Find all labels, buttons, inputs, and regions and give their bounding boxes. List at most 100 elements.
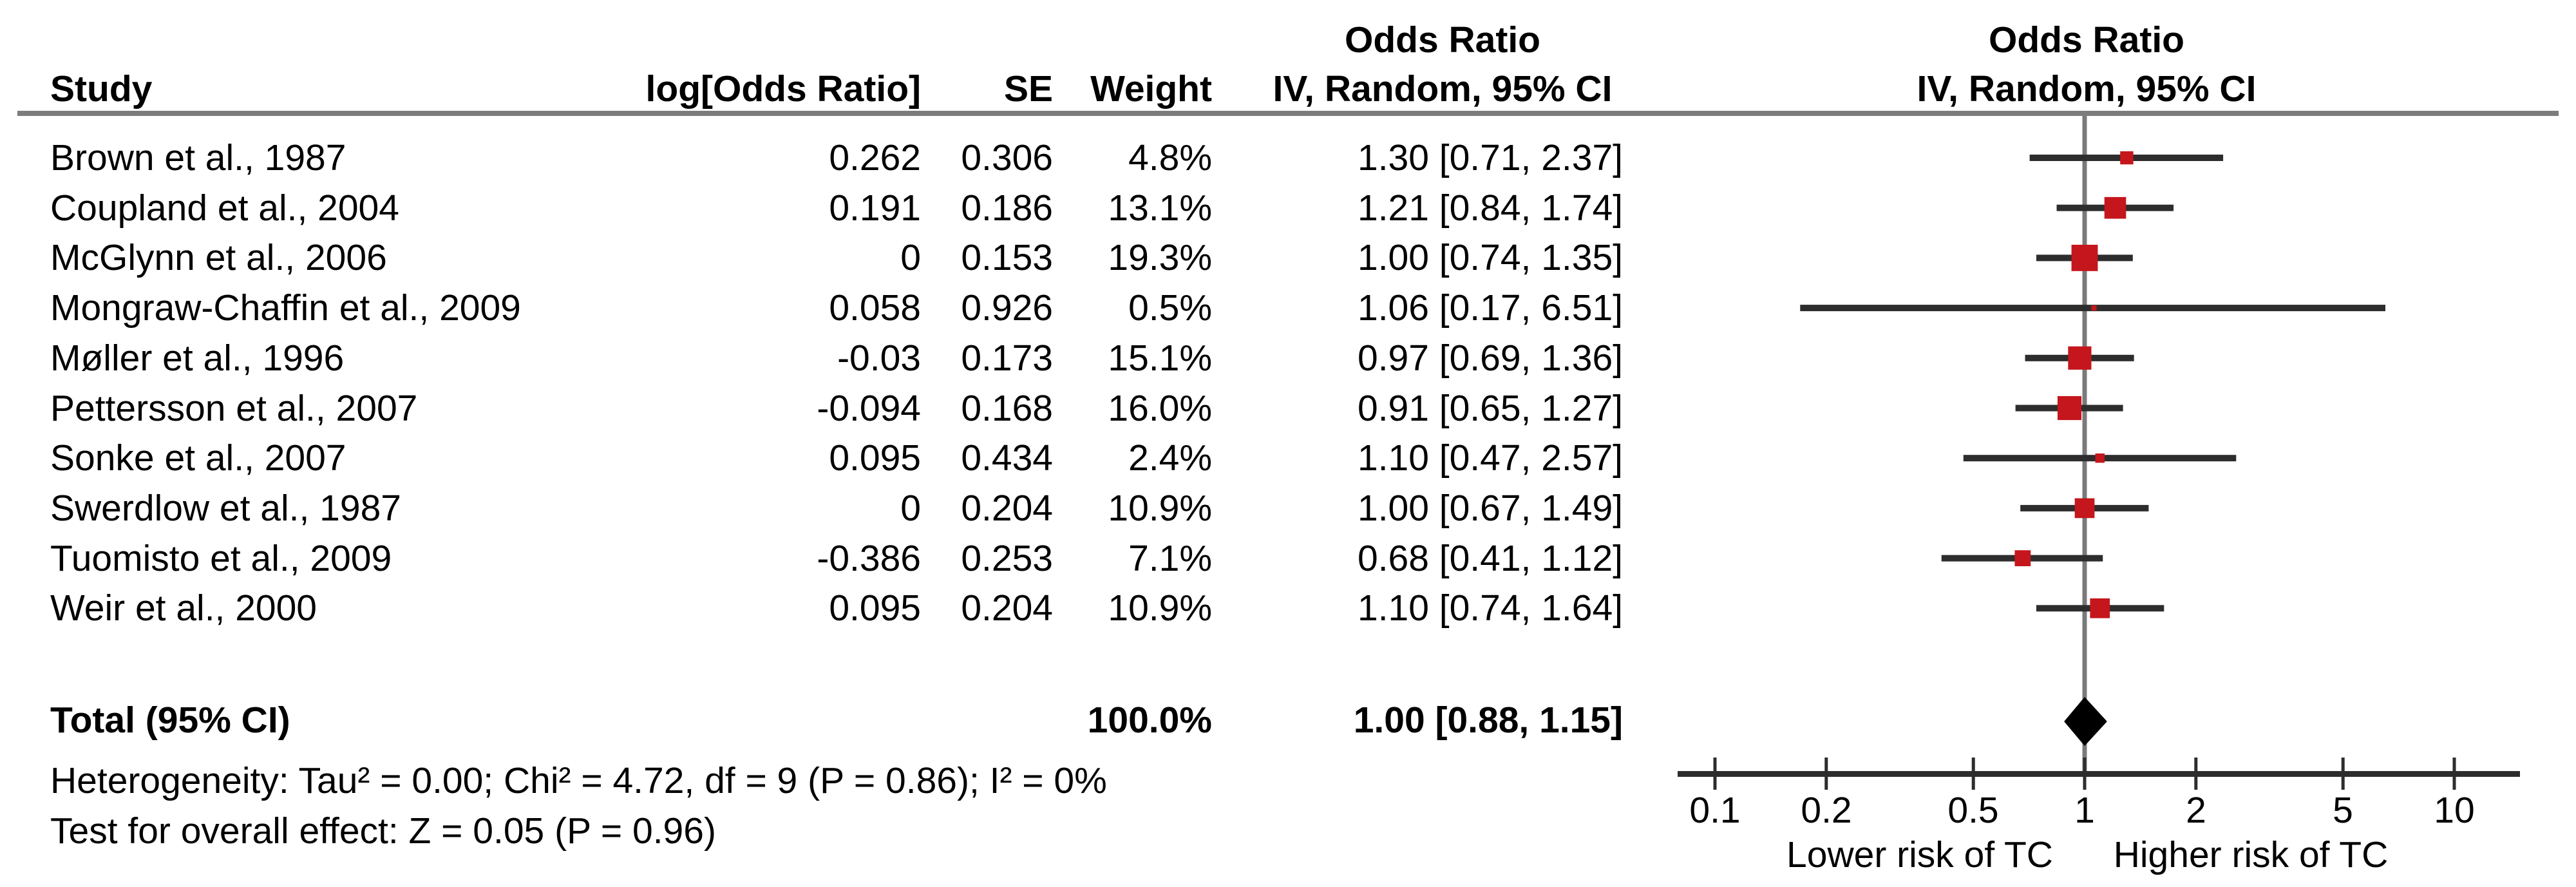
study-log-odds-ratio: 0.058 — [829, 287, 921, 329]
study-se: 0.204 — [961, 587, 1053, 629]
axis-left-direction-label: Lower risk of TC — [1786, 834, 2053, 875]
weight-square — [2057, 396, 2082, 421]
study-weight: 13.1% — [1108, 187, 1212, 229]
summary-diamond — [2064, 697, 2107, 746]
study-se: 0.173 — [961, 338, 1053, 379]
study-or-ci-text: 0.91 [0.65, 1.27] — [1358, 388, 1623, 429]
axis-right-direction-label: Higher risk of TC — [2113, 834, 2389, 875]
study-log-odds-ratio: 0.191 — [829, 187, 921, 229]
ci-line — [1963, 455, 2237, 462]
study-or-ci-text: 1.00 [0.67, 1.49] — [1358, 488, 1623, 529]
study-weight: 2.4% — [1128, 437, 1212, 479]
study-se: 0.204 — [961, 488, 1053, 529]
ci-line — [1800, 305, 2385, 312]
ci-line — [2036, 605, 2164, 612]
study-weight: 4.8% — [1128, 137, 1212, 178]
study-se: 0.186 — [961, 187, 1053, 229]
total-row-label: Total (95% CI) — [50, 700, 290, 741]
axis-tick-label: 1 — [2074, 790, 2095, 831]
study-or-ci-text: 1.21 [0.84, 1.74] — [1358, 187, 1623, 229]
column-header-weight: Weight — [1090, 68, 1212, 110]
or-column-header-line2: IV, Random, 95% CI — [1273, 68, 1613, 110]
total-row-weight: 100.0% — [1087, 700, 1212, 741]
study-name: Weir et al., 2000 — [50, 587, 317, 629]
axis-tick-label: 5 — [2333, 790, 2353, 831]
study-se: 0.306 — [961, 137, 1053, 178]
study-log-odds-ratio: -0.386 — [817, 538, 921, 579]
weight-square — [2095, 453, 2105, 463]
total-row-or-ci: 1.00 [0.88, 1.15] — [1353, 700, 1623, 741]
plot-column-header-line2: IV, Random, 95% CI — [1917, 68, 2257, 110]
header-divider-rule — [17, 111, 2559, 116]
column-header-study: Study — [50, 68, 153, 110]
ci-line — [2036, 254, 2133, 262]
axis-tick-label: 10 — [2434, 790, 2475, 831]
study-name: Swerdlow et al., 1987 — [50, 488, 401, 529]
study-log-odds-ratio: 0.095 — [829, 437, 921, 479]
study-or-ci-text: 1.00 [0.74, 1.35] — [1358, 237, 1623, 278]
weight-square — [2090, 598, 2110, 618]
study-name: McGlynn et al., 2006 — [50, 237, 387, 278]
study-se: 0.168 — [961, 388, 1053, 429]
ci-line — [1941, 555, 2103, 562]
study-weight: 16.0% — [1108, 388, 1212, 429]
axis-tick — [2452, 758, 2456, 790]
study-or-ci-text: 1.06 [0.17, 6.51] — [1358, 287, 1623, 329]
study-weight: 15.1% — [1108, 338, 1212, 379]
study-name: Coupland et al., 2004 — [50, 187, 399, 229]
study-se: 0.926 — [961, 287, 1053, 329]
study-weight: 10.9% — [1108, 488, 1212, 529]
axis-tick — [1971, 758, 1975, 790]
study-name: Pettersson et al., 2007 — [50, 388, 418, 429]
axis-tick — [1713, 758, 1717, 790]
weight-square — [2074, 498, 2095, 519]
study-se: 0.434 — [961, 437, 1053, 479]
weight-square — [2091, 305, 2097, 311]
study-weight: 19.3% — [1108, 237, 1212, 278]
heterogeneity-note: Heterogeneity: Tau² = 0.00; Chi² = 4.72,… — [50, 760, 1107, 801]
weight-square — [2104, 196, 2126, 219]
study-log-odds-ratio: 0.262 — [829, 137, 921, 178]
column-header-se: SE — [1003, 68, 1053, 110]
weight-square — [2120, 151, 2134, 165]
weight-square — [2068, 346, 2092, 370]
study-log-odds-ratio: 0 — [900, 237, 921, 278]
study-log-odds-ratio: -0.094 — [817, 388, 921, 429]
weight-square — [2014, 550, 2031, 566]
study-log-odds-ratio: 0.095 — [829, 587, 921, 629]
study-or-ci-text: 1.10 [0.47, 2.57] — [1358, 437, 1623, 479]
axis-tick-label: 0.2 — [1801, 790, 1852, 831]
study-se: 0.153 — [961, 237, 1053, 278]
overall-effect-note: Test for overall effect: Z = 0.05 (P = 0… — [50, 810, 716, 852]
study-name: Sonke et al., 2007 — [50, 437, 346, 479]
axis-tick — [2341, 758, 2345, 790]
ci-line — [2020, 504, 2149, 511]
study-log-odds-ratio: -0.03 — [837, 338, 921, 379]
study-name: Tuomisto et al., 2009 — [50, 538, 392, 579]
study-se: 0.253 — [961, 538, 1053, 579]
axis-tick-label: 0.1 — [1689, 790, 1741, 831]
study-or-ci-text: 0.68 [0.41, 1.12] — [1358, 538, 1623, 579]
study-name: Mongraw-Chaffin et al., 2009 — [50, 287, 521, 329]
study-log-odds-ratio: 0 — [900, 488, 921, 529]
study-or-ci-text: 1.10 [0.74, 1.64] — [1358, 587, 1623, 629]
weight-square — [2071, 244, 2098, 271]
plot-column-header-line1: Odds Ratio — [1988, 19, 2184, 61]
study-weight: 7.1% — [1128, 538, 1212, 579]
study-or-ci-text: 1.30 [0.71, 2.37] — [1358, 137, 1623, 178]
study-weight: 10.9% — [1108, 587, 1212, 629]
axis-tick-label: 2 — [2186, 790, 2206, 831]
study-weight: 0.5% — [1128, 287, 1212, 329]
axis-tick — [1824, 758, 1828, 790]
reference-line-or-1 — [2082, 116, 2087, 777]
axis-tick — [2083, 758, 2087, 790]
ci-line — [2056, 204, 2174, 211]
axis-tick-label: 0.5 — [1947, 790, 1999, 831]
study-or-ci-text: 0.97 [0.69, 1.36] — [1358, 338, 1623, 379]
column-header-log-odds-ratio: log[Odds Ratio] — [645, 68, 921, 110]
or-column-header-line1: Odds Ratio — [1344, 19, 1540, 61]
study-name: Møller et al., 1996 — [50, 338, 345, 379]
ci-line — [2025, 354, 2134, 361]
